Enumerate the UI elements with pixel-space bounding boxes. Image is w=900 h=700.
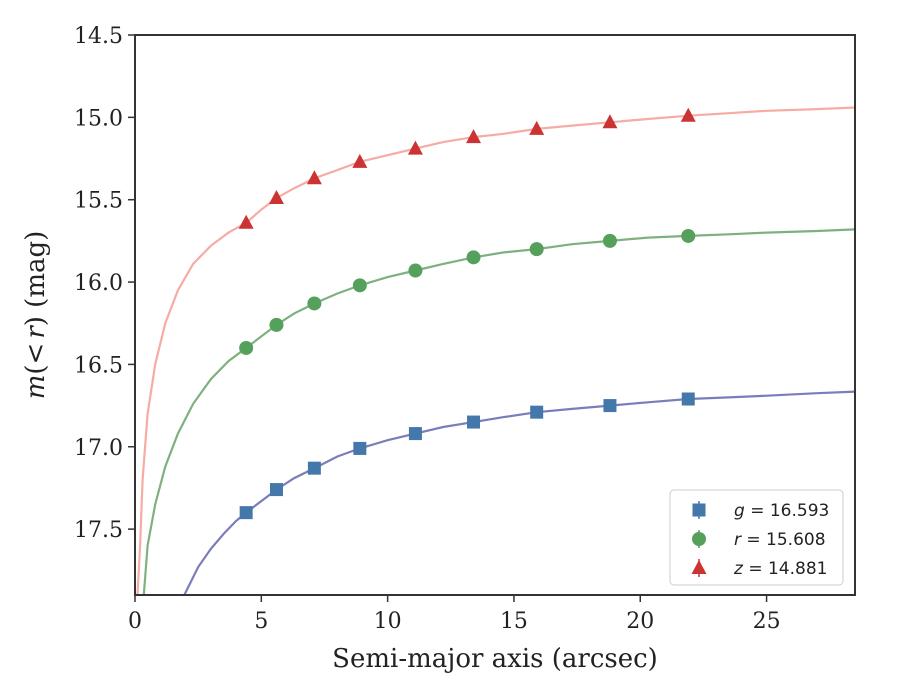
y-tick-label: 17.5 — [74, 518, 123, 543]
data-point-r — [269, 317, 284, 332]
legend-frame — [669, 489, 844, 586]
data-point-z — [306, 170, 322, 185]
data-point-g — [239, 506, 253, 520]
data-point-z — [268, 190, 284, 205]
data-points — [238, 107, 696, 520]
y-label-r: r — [21, 325, 51, 339]
legend-label-z: z = 14.881 — [733, 559, 827, 579]
data-point-r — [681, 228, 696, 243]
x-tick-label: 15 — [500, 609, 528, 634]
data-point-r — [239, 340, 254, 355]
model-curve-z — [136, 106, 855, 595]
legend-var-r: r — [734, 530, 742, 550]
legend-marker-r — [692, 532, 706, 546]
data-point-r — [466, 250, 481, 265]
legend-var-g: g — [734, 501, 745, 521]
data-point-r — [529, 242, 544, 257]
y-tick-label: 15.0 — [74, 106, 123, 131]
legend-marker-z — [691, 560, 707, 574]
legend-label-g: g = 16.593 — [734, 501, 829, 521]
legend-label-r: r = 15.608 — [734, 530, 826, 550]
data-point-z — [466, 129, 482, 144]
y-tick-label: 17.0 — [74, 436, 123, 461]
y-tick-label: 16.5 — [74, 353, 123, 378]
data-point-r — [602, 233, 617, 248]
y-label-m: m — [21, 375, 51, 400]
y-tick-label: 16.0 — [74, 271, 123, 296]
y-tick-label: 14.5 — [74, 24, 123, 49]
data-point-z — [352, 153, 368, 168]
y-label-close: ) — [21, 316, 51, 326]
data-point-z — [602, 114, 618, 129]
x-axis-ticks: 0 5 10 15 20 25 — [128, 595, 781, 634]
y-tick-label: 15.5 — [74, 189, 123, 214]
data-point-g — [603, 399, 617, 413]
data-point-r — [352, 278, 367, 293]
x-tick-label: 5 — [254, 609, 268, 634]
data-point-g — [307, 461, 321, 475]
x-tick-label: 10 — [374, 609, 402, 634]
plot-area-frame — [134, 34, 856, 596]
legend-value-g: = 16.593 — [745, 501, 830, 521]
x-tick-label: 20 — [626, 609, 654, 634]
data-point-g — [408, 427, 422, 441]
data-point-z — [238, 214, 254, 229]
x-axis-label: Semi-major axis (arcsec) — [332, 644, 658, 674]
x-tick-label: 25 — [753, 609, 781, 634]
data-point-r — [307, 296, 322, 311]
data-point-g — [681, 392, 695, 406]
data-point-g — [269, 483, 283, 497]
legend-marker-g — [692, 503, 706, 517]
x-tick-label: 0 — [128, 609, 142, 634]
data-point-z — [407, 140, 423, 155]
y-label-open: ( — [21, 364, 51, 374]
data-point-g — [530, 405, 544, 419]
legend-value-z: = 14.881 — [743, 559, 828, 579]
legend-value-r: = 15.608 — [741, 530, 826, 550]
y-axis-ticks: 14.5 15.0 15.5 16.0 16.5 17.0 17.5 — [74, 24, 135, 543]
data-point-r — [408, 263, 423, 278]
y-label-lt: < — [21, 343, 51, 365]
data-point-z — [529, 120, 545, 135]
legend-var-z: z — [733, 559, 744, 579]
model-curve-g — [183, 390, 855, 595]
data-point-z — [680, 107, 696, 122]
data-point-g — [353, 441, 367, 455]
y-label-unit: (mag) — [21, 231, 51, 316]
data-point-g — [467, 415, 481, 429]
y-axis-label: m(< r) (mag) — [21, 231, 51, 400]
